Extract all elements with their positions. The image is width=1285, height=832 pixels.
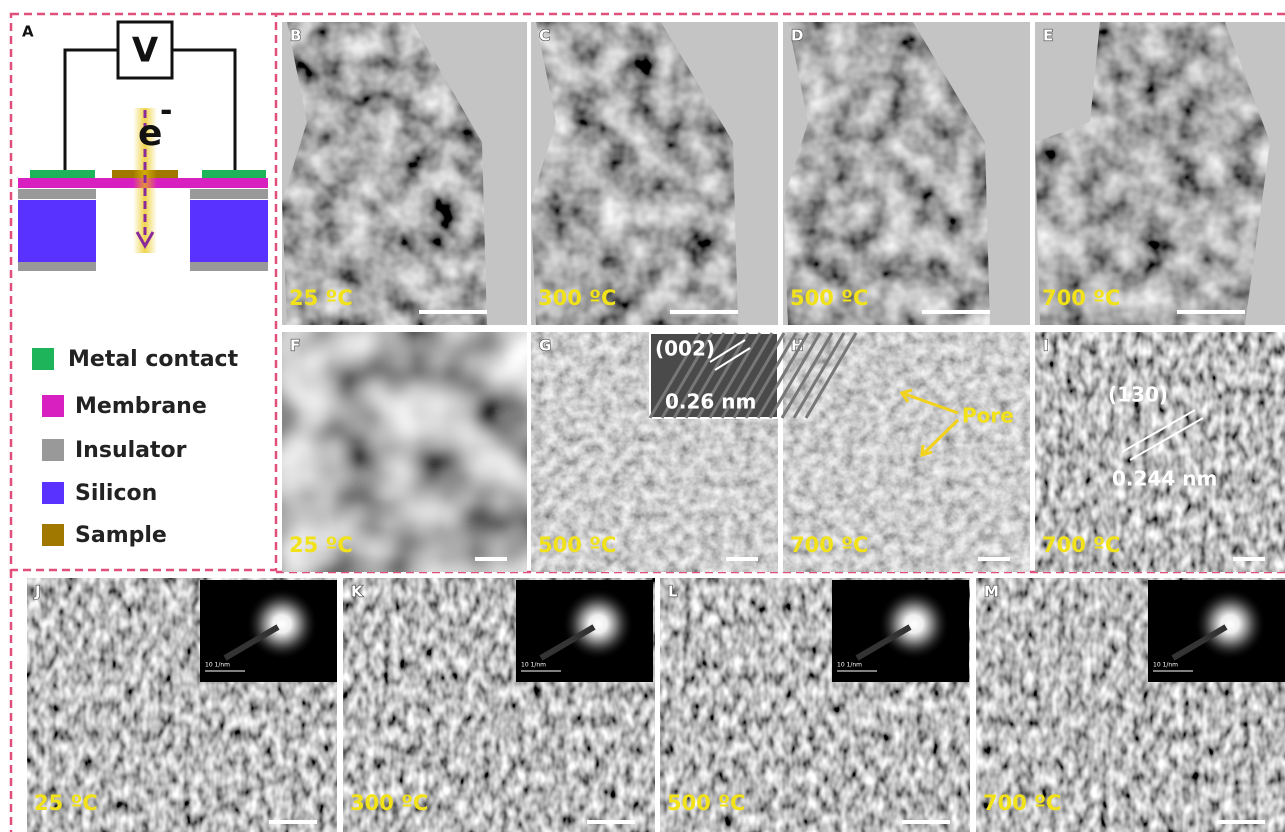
spacing-label: 0.26 nm	[665, 390, 756, 414]
pore-label: Pore	[962, 404, 1014, 428]
legend: Metal contact Membrane Insulator Silicon Sam…	[32, 347, 239, 548]
saed-pattern	[246, 588, 318, 660]
panel-label: D	[791, 27, 803, 45]
temperature-label: 300 ºC	[350, 791, 428, 815]
micrograph: I 700 ºC	[1035, 332, 1285, 572]
temperature-label: 500 ºC	[667, 791, 745, 815]
temperature-label: 300 ºC	[538, 286, 616, 310]
scale-bar	[269, 820, 317, 824]
scale-bar	[726, 557, 758, 561]
saed-pattern	[1194, 588, 1266, 660]
legend-label: Insulator	[75, 438, 187, 463]
scale-bar	[1177, 310, 1245, 314]
micrograph: B 25 ºC	[282, 22, 527, 325]
scale-bar	[1217, 820, 1265, 824]
temperature-label: 25 ºC	[289, 533, 353, 557]
panel-label: K	[351, 583, 364, 601]
micrograph: E 700 ºC	[1035, 22, 1285, 325]
scale-bar	[475, 557, 507, 561]
panel-label: B	[290, 27, 301, 45]
panel-label: E	[1043, 27, 1053, 45]
spacing-label: 0.244 nm	[1112, 467, 1217, 491]
temperature-label: 500 ºC	[790, 286, 868, 310]
temperature-label: 700 ºC	[1042, 286, 1120, 310]
legend-label: Metal contact	[68, 347, 239, 372]
micrographs: B 25 ºC C 300 ºC D 500 ºC E 700 ºC F 25 ºC G 500 ºC…	[27, 22, 1285, 832]
panel-label: C	[539, 27, 550, 45]
scale-bar	[922, 310, 990, 314]
panel-label: I	[1043, 337, 1049, 355]
micrograph: 10 1/nm J 25 ºC	[27, 578, 337, 832]
scale-bar	[587, 820, 635, 824]
inset-scale-label: 10 1/nm	[1153, 662, 1178, 669]
saed-pattern	[562, 588, 634, 660]
temperature-label: 500 ºC	[538, 533, 616, 557]
panel-label: L	[668, 583, 678, 601]
inset-scale-label: 10 1/nm	[837, 662, 862, 669]
panel-label: M	[984, 583, 999, 601]
legend-swatch	[42, 524, 64, 546]
inset-scale-label: 10 1/nm	[205, 662, 230, 669]
panel-label: G	[539, 337, 551, 355]
scale-bar	[419, 310, 487, 314]
temperature-label: 25 ºC	[34, 791, 98, 815]
micrograph: 10 1/nm M 700 ºC	[976, 578, 1285, 832]
inset-scale-label: 10 1/nm	[521, 662, 546, 669]
micrograph: 10 1/nm K 300 ºC	[343, 578, 655, 832]
plane-label: (002)	[655, 337, 715, 361]
figure: A V e - Metal contact Membrane Insulator Si…	[0, 0, 1285, 832]
micrograph: C 300 ºC	[531, 22, 778, 325]
legend-swatch	[42, 395, 64, 417]
temperature-label: 700 ºC	[1042, 533, 1120, 557]
scale-bar	[670, 310, 738, 314]
micrograph: 10 1/nm L 500 ºC	[660, 578, 970, 832]
temperature-label: 700 ºC	[790, 533, 868, 557]
panel-label: F	[290, 337, 300, 355]
plane-label: (130)	[1108, 383, 1168, 407]
scale-bar	[978, 557, 1010, 561]
temperature-label: 700 ºC	[983, 791, 1061, 815]
temperature-label: 25 ºC	[289, 286, 353, 310]
electron-label: e	[138, 113, 162, 154]
legend-label: Membrane	[75, 394, 207, 419]
scale-bar	[1233, 557, 1265, 561]
legend-label: Sample	[75, 523, 167, 548]
voltage-label: V	[132, 31, 159, 71]
micrograph: D 500 ºC	[783, 22, 1030, 325]
electron-charge: -	[160, 94, 172, 129]
legend-swatch	[32, 348, 54, 370]
legend-swatch	[42, 439, 64, 461]
legend-swatch	[42, 482, 64, 504]
schematic: A V e -	[18, 22, 268, 271]
panel-label: J	[34, 583, 41, 601]
saed-pattern	[878, 588, 950, 660]
panel-label: A	[22, 23, 34, 41]
legend-label: Silicon	[75, 481, 157, 506]
micrograph: F 25 ºC	[282, 332, 527, 572]
scale-bar	[902, 820, 950, 824]
